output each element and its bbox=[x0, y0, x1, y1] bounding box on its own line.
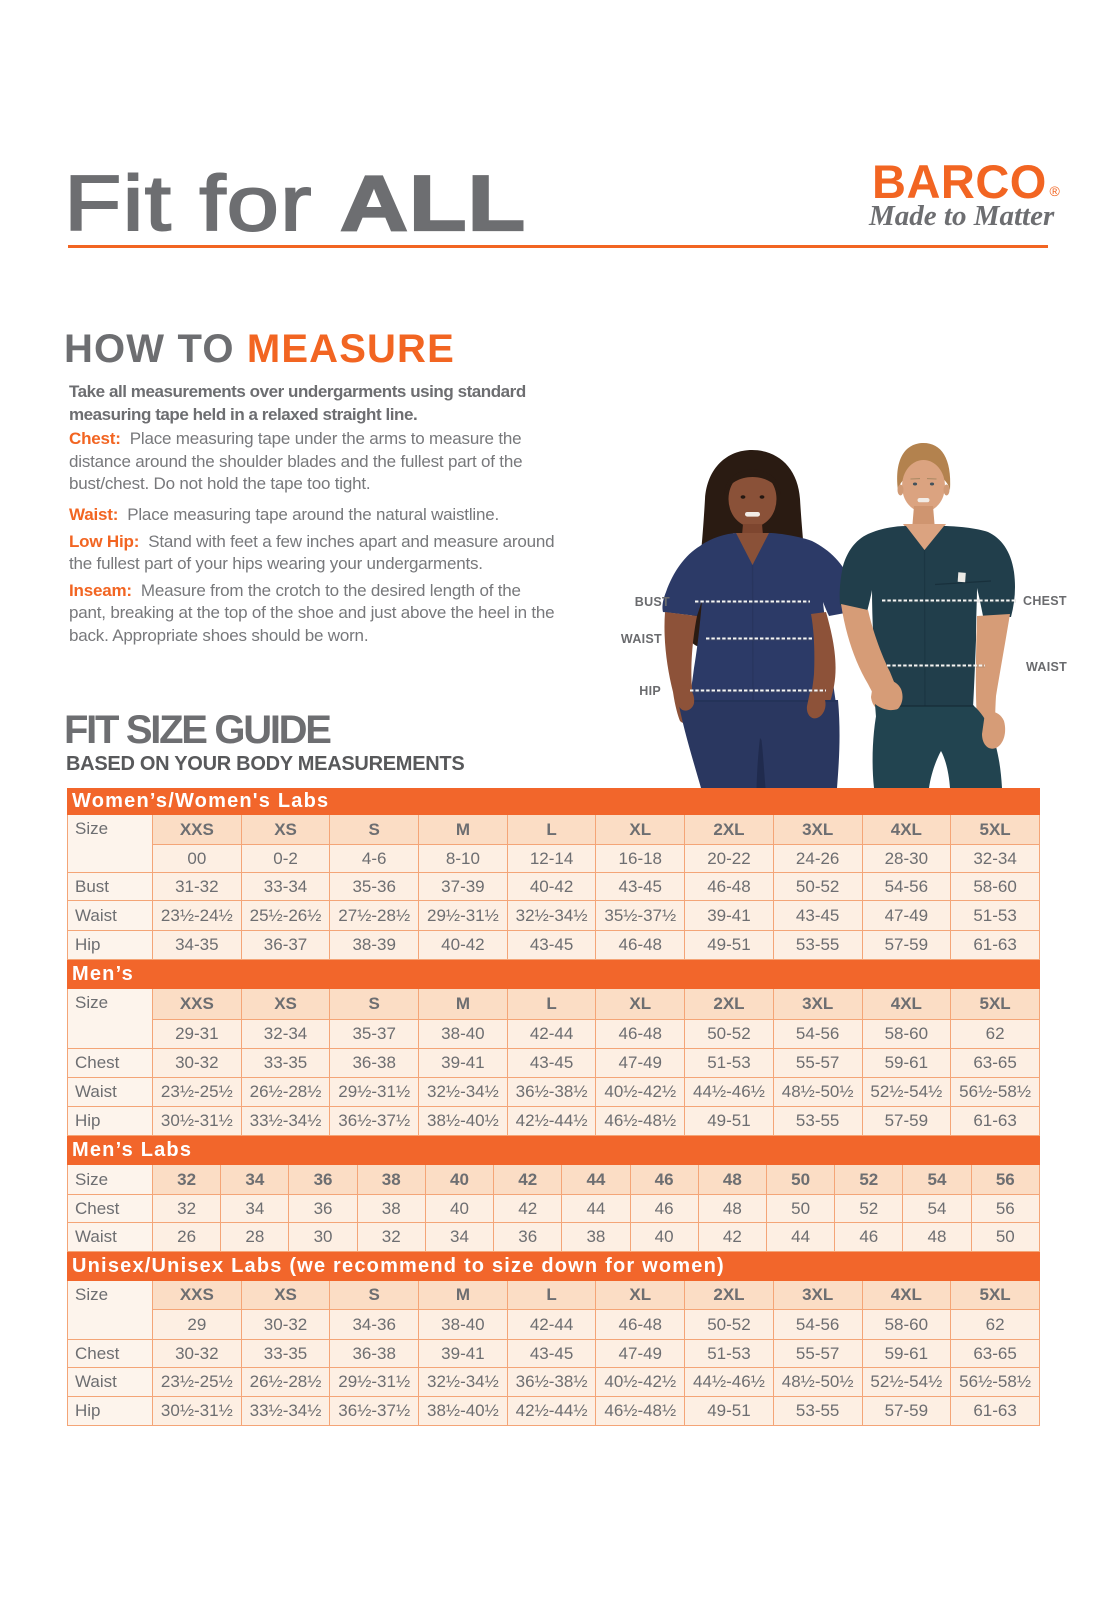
svg-text:CHEST: CHEST bbox=[1023, 594, 1067, 608]
svg-text:WAIST: WAIST bbox=[1026, 660, 1067, 674]
svg-text:BUST: BUST bbox=[635, 595, 670, 609]
svg-text:WAIST: WAIST bbox=[621, 632, 662, 646]
svg-text:HIP: HIP bbox=[639, 684, 661, 698]
